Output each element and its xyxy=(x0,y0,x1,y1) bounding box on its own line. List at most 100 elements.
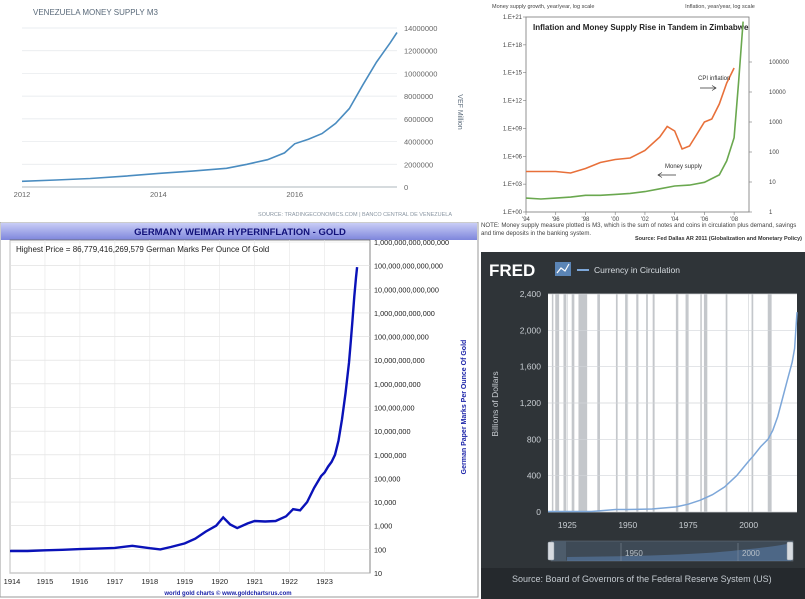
weimar-y-tick-label: 10,000 xyxy=(374,498,396,507)
fred-x-tick-label: 1950 xyxy=(618,520,637,530)
zimbabwe-right-tick-label: 10 xyxy=(769,180,776,186)
venezuela-y-tick-label: 4000000 xyxy=(404,138,433,147)
fred-range-preview xyxy=(567,543,791,561)
fred-source: Source: Board of Governors of the Federa… xyxy=(512,574,772,584)
fred-y-tick-label: 1,600 xyxy=(520,362,542,372)
weimar-x-tick-label: 1921 xyxy=(246,577,263,586)
fred-legend-label: Currency in Circulation xyxy=(594,265,680,275)
zimbabwe-left-tick-label: 1.E+00 xyxy=(503,210,523,216)
zimbabwe-plot-area xyxy=(525,16,750,213)
weimar-y-tick-label: 10,000,000 xyxy=(374,427,411,436)
weimar-y-tick-label: 1,000,000,000,000,000 xyxy=(374,238,449,247)
zimbabwe-chart-panel: Money supply growth, year/year, log scal… xyxy=(480,0,805,252)
weimar-x-tick-label: 1916 xyxy=(72,577,89,586)
fred-range-shade-left xyxy=(552,541,566,561)
weimar-y-tick-label: 100,000,000 xyxy=(374,404,415,413)
zimbabwe-left-tick-label: 1.E+03 xyxy=(503,182,523,188)
fred-range-label-1950: 1950 xyxy=(625,549,643,558)
zimbabwe-x-tick-label: '94 xyxy=(522,217,530,223)
fred-y-tick-label: 2,400 xyxy=(520,289,542,299)
zimbabwe-left-tick-label: 1.E+15 xyxy=(503,71,523,77)
weimar-chart-title: GERMANY WEIMAR HYPERINFLATION - GOLD xyxy=(134,227,346,238)
fred-x-tick-label: 1925 xyxy=(558,520,577,530)
zimbabwe-x-tick-label: '06 xyxy=(700,217,708,223)
zimbabwe-left-axis-caption: Money supply growth, year/year, log scal… xyxy=(492,4,594,10)
weimar-x-tick-label: 1922 xyxy=(281,577,298,586)
fred-x-tick-label: 2000 xyxy=(739,520,758,530)
zimbabwe-cpi-annotation: CPI inflation xyxy=(698,76,730,82)
zimbabwe-money-arrow-icon xyxy=(657,172,676,178)
weimar-y-tick-label: 10 xyxy=(374,569,382,578)
zimbabwe-right-tick-label: 10000 xyxy=(769,90,786,96)
venezuela-source: SOURCE: TRADINGECONOMICS.COM | BANCO CEN… xyxy=(258,212,452,218)
venezuela-y-tick-label: 2000000 xyxy=(404,160,433,169)
zimbabwe-left-tick-label: 1.E+18 xyxy=(503,43,523,49)
weimar-y-tick-label: 1,000,000,000 xyxy=(374,380,421,389)
venezuela-y-tick-label: 6000000 xyxy=(404,115,433,124)
weimar-x-tick-label: 1923 xyxy=(316,577,333,586)
fred-y-tick-label: 0 xyxy=(536,507,541,517)
venezuela-chart-panel: VENEZUELA MONEY SUPPLY M3 2012 2014 2016 0… xyxy=(0,0,468,222)
weimar-y-tick-label: 10,000,000,000,000 xyxy=(374,285,439,294)
venezuela-chart-title: VENEZUELA MONEY SUPPLY M3 xyxy=(33,8,158,17)
weimar-y-tick-label: 10,000,000,000 xyxy=(374,356,425,365)
venezuela-y-unit: VEF Million xyxy=(456,94,463,130)
zimbabwe-money-supply-series-line xyxy=(525,21,744,200)
zimbabwe-left-tick-label: 1.E+09 xyxy=(503,126,523,132)
venezuela-y-tick-label: 14000000 xyxy=(404,24,437,33)
venezuela-y-tick-label: 12000000 xyxy=(404,47,437,56)
weimar-y-tick-label: 100,000,000,000 xyxy=(374,333,429,342)
weimar-x-tick-label: 1919 xyxy=(176,577,193,586)
fred-range-handle-right[interactable] xyxy=(786,541,794,561)
venezuela-y-tick-label: 10000000 xyxy=(404,69,437,78)
weimar-y-tick-label: 100,000,000,000,000 xyxy=(374,262,443,271)
fred-series-line xyxy=(548,312,798,513)
weimar-x-tick-label: 1918 xyxy=(141,577,158,586)
zimbabwe-left-tick-label: 1.E+12 xyxy=(503,99,523,105)
weimar-highest-price-annotation: Highest Price = 86,779,416,269,579 Germa… xyxy=(16,245,269,254)
weimar-y-tick-label: 1,000,000,000,000 xyxy=(374,309,435,318)
weimar-gold-chart: GERMANY WEIMAR HYPERINFLATION - GOLD 191… xyxy=(0,222,479,598)
fred-source-bar xyxy=(481,568,805,599)
zimbabwe-left-tick-label: 1.E+21 xyxy=(503,15,523,21)
weimar-y-axis-label: German Paper Marks Per Ounce Of Gold xyxy=(461,340,468,475)
weimar-y-tick-label: 100 xyxy=(374,545,386,554)
zimbabwe-right-tick-label: 100000 xyxy=(769,60,790,66)
weimar-x-tick-label: 1920 xyxy=(211,577,228,586)
fred-range-label-2000: 2000 xyxy=(742,549,760,558)
venezuela-series-line xyxy=(21,32,398,183)
fred-y-tick-label: 800 xyxy=(527,434,541,444)
fred-y-tick-label: 400 xyxy=(527,471,541,481)
fred-graph-icon-line xyxy=(556,263,570,274)
zimbabwe-inflation-chart: Money supply growth, year/year, log scal… xyxy=(492,4,790,223)
fred-y-tick-label: 1,200 xyxy=(520,398,542,408)
zimbabwe-x-tick-label: '96 xyxy=(552,217,560,223)
zimbabwe-cpi-series-line xyxy=(526,67,735,174)
weimar-footer: world gold charts © www.goldchartsrus.co… xyxy=(163,590,291,597)
weimar-x-tick-label: 1914 xyxy=(4,577,21,586)
venezuela-y-tick-label: 0 xyxy=(404,183,408,192)
venezuela-x-tick-label: 2014 xyxy=(150,190,167,199)
weimar-title-bar xyxy=(1,223,477,240)
fred-currency-chart: FRED Currency in Circulation 1925 1950 197… xyxy=(481,261,805,599)
weimar-y-tick-label: 1,000 xyxy=(374,522,392,531)
zimbabwe-right-tick-label: 1 xyxy=(769,210,773,216)
fred-x-tick-label: 1975 xyxy=(679,520,698,530)
weimar-x-tick-label: 1917 xyxy=(107,577,124,586)
weimar-x-tick-label: 1915 xyxy=(37,577,54,586)
zimbabwe-cpi-arrow-icon xyxy=(700,85,717,91)
fred-y-axis-label: Billions of Dollars xyxy=(490,371,500,436)
zimbabwe-x-tick-label: '02 xyxy=(641,217,649,223)
fred-logo: FRED xyxy=(489,261,535,280)
fred-chart-panel: FRED Currency in Circulation 1925 1950 197… xyxy=(481,252,805,599)
fred-y-tick-label: 2,000 xyxy=(520,325,542,335)
zimbabwe-note: NOTE: Money supply measure plotted is M3… xyxy=(481,222,797,237)
zimbabwe-right-tick-label: 100 xyxy=(769,150,780,156)
weimar-y-tick-label: 100,000 xyxy=(374,474,400,483)
fred-range-handle-left[interactable] xyxy=(547,541,555,561)
zimbabwe-source: Source: Fed Dallas AR 2011 (Globalizatio… xyxy=(635,236,802,242)
zimbabwe-x-tick-label: '98 xyxy=(582,217,590,223)
zimbabwe-x-tick-label: '08 xyxy=(730,217,738,223)
zimbabwe-left-tick-label: 1.E+06 xyxy=(503,154,523,160)
weimar-y-tick-label: 1,000,000 xyxy=(374,451,406,460)
